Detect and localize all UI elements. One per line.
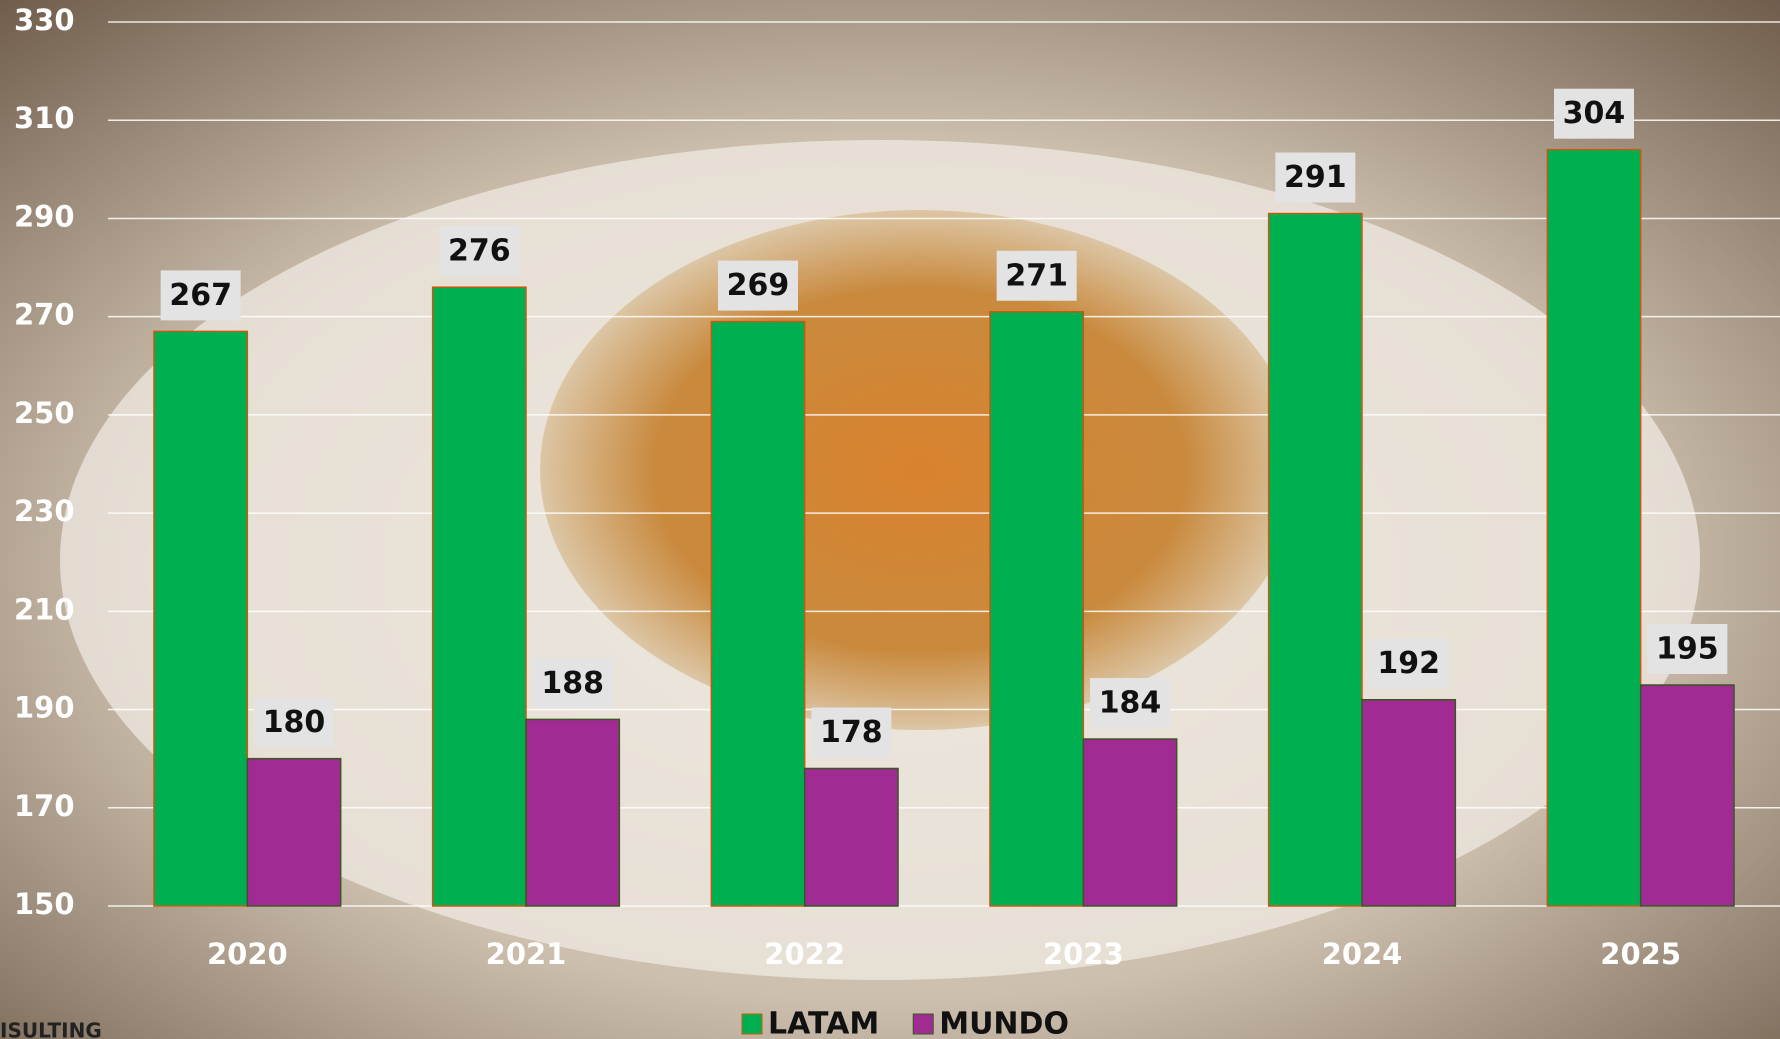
value-label: 178 <box>820 715 883 750</box>
bar <box>990 312 1083 906</box>
value-label: 188 <box>541 666 604 701</box>
footer-text: ISULTING <box>0 1019 102 1039</box>
value-label: 184 <box>1099 686 1162 721</box>
x-tick-label: 2022 <box>764 937 845 971</box>
bar <box>154 331 247 906</box>
y-tick-label: 210 <box>14 592 75 626</box>
bar <box>1641 685 1734 906</box>
value-label: 291 <box>1284 160 1347 195</box>
legend-label: MUNDO <box>939 1007 1069 1039</box>
value-label: 267 <box>169 278 232 313</box>
bar <box>1362 700 1455 906</box>
bar <box>805 768 898 906</box>
bar <box>247 759 340 906</box>
bar <box>1547 150 1640 906</box>
x-tick-label: 2024 <box>1322 937 1403 971</box>
y-tick-label: 250 <box>14 396 75 430</box>
y-tick-label: 290 <box>14 199 75 233</box>
bar <box>1269 214 1362 906</box>
y-tick-label: 330 <box>14 3 75 37</box>
legend-swatch <box>742 1014 762 1034</box>
value-label: 271 <box>1005 258 1068 293</box>
chart: ISULTING 150 170 190 210 230 250 270 290 310 330 2… <box>0 0 1780 1039</box>
x-tick-label: 2021 <box>486 937 567 971</box>
y-tick-label: 190 <box>14 691 75 725</box>
value-label: 180 <box>263 705 326 740</box>
value-label: 269 <box>727 268 790 303</box>
y-tick-label: 230 <box>14 494 75 528</box>
bar <box>526 719 619 906</box>
value-label: 192 <box>1377 646 1440 681</box>
value-label: 276 <box>448 234 511 269</box>
value-label: 195 <box>1656 632 1719 667</box>
legend-swatch <box>913 1014 933 1034</box>
legend-label: LATAM <box>768 1007 879 1039</box>
y-tick-label: 170 <box>14 789 75 823</box>
egg-yolk <box>540 210 1300 730</box>
x-tick-label: 2025 <box>1600 937 1681 971</box>
value-label: 304 <box>1563 96 1626 131</box>
bar <box>1083 739 1176 906</box>
y-tick-label: 270 <box>14 298 75 332</box>
x-tick-label: 2020 <box>207 937 288 971</box>
bar <box>433 287 526 906</box>
bar <box>711 322 804 906</box>
y-tick-label: 310 <box>14 101 75 135</box>
x-tick-label: 2023 <box>1043 937 1124 971</box>
y-tick-label: 150 <box>14 887 75 921</box>
